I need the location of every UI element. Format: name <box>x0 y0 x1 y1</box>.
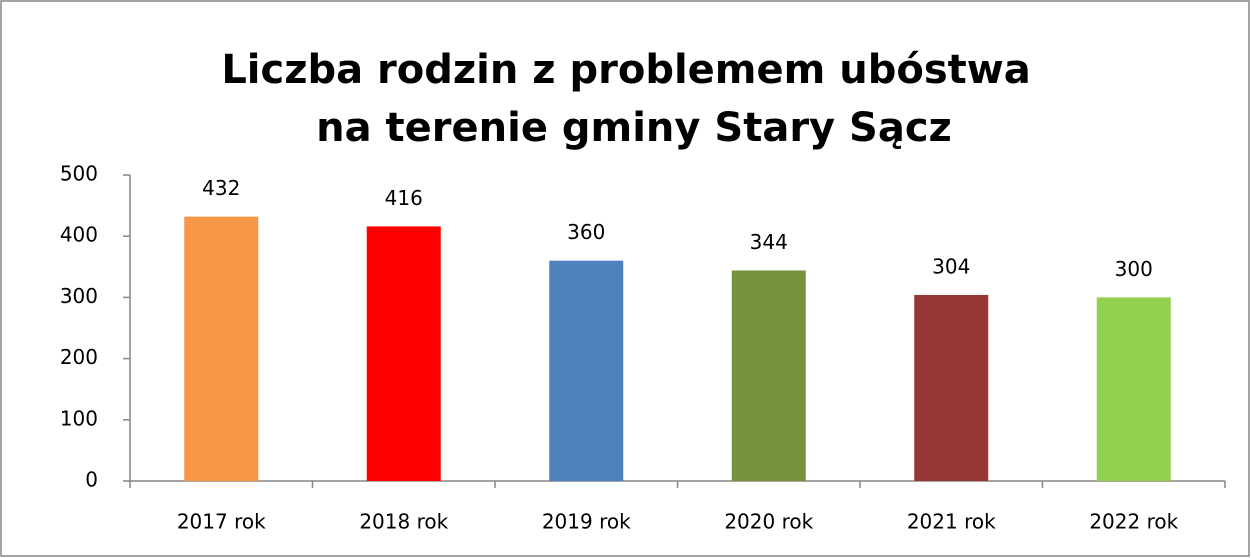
y-tick-label: 500 <box>60 162 98 186</box>
y-tick-label: 200 <box>60 345 98 369</box>
y-tick-label: 0 <box>85 468 98 492</box>
bar <box>731 270 806 481</box>
bar <box>914 294 989 481</box>
y-tick-label: 400 <box>60 223 98 247</box>
chart-title: na terenie gminy Stary Sącz <box>316 105 952 151</box>
data-label: 344 <box>750 230 788 254</box>
data-label: 300 <box>1115 257 1153 281</box>
data-label: 360 <box>567 220 605 244</box>
data-label: 416 <box>385 186 423 210</box>
bar <box>549 260 624 481</box>
data-label: 432 <box>202 176 240 200</box>
data-label: 304 <box>932 254 970 278</box>
y-tick-label: 100 <box>60 406 98 430</box>
bar <box>184 216 259 481</box>
x-tick-label: 2020 rok <box>724 510 813 534</box>
x-tick-label: 2018 rok <box>359 510 448 534</box>
x-tick-label: 2021 rok <box>907 510 996 534</box>
x-tick-label: 2019 rok <box>542 510 631 534</box>
bar <box>366 226 441 481</box>
bar <box>1096 297 1171 481</box>
x-tick-label: 2022 rok <box>1089 510 1178 534</box>
chart-title: Liczba rodzin z problemem ubóstwa <box>221 47 1030 93</box>
y-tick-label: 300 <box>60 284 98 308</box>
x-tick-label: 2017 rok <box>177 510 266 534</box>
